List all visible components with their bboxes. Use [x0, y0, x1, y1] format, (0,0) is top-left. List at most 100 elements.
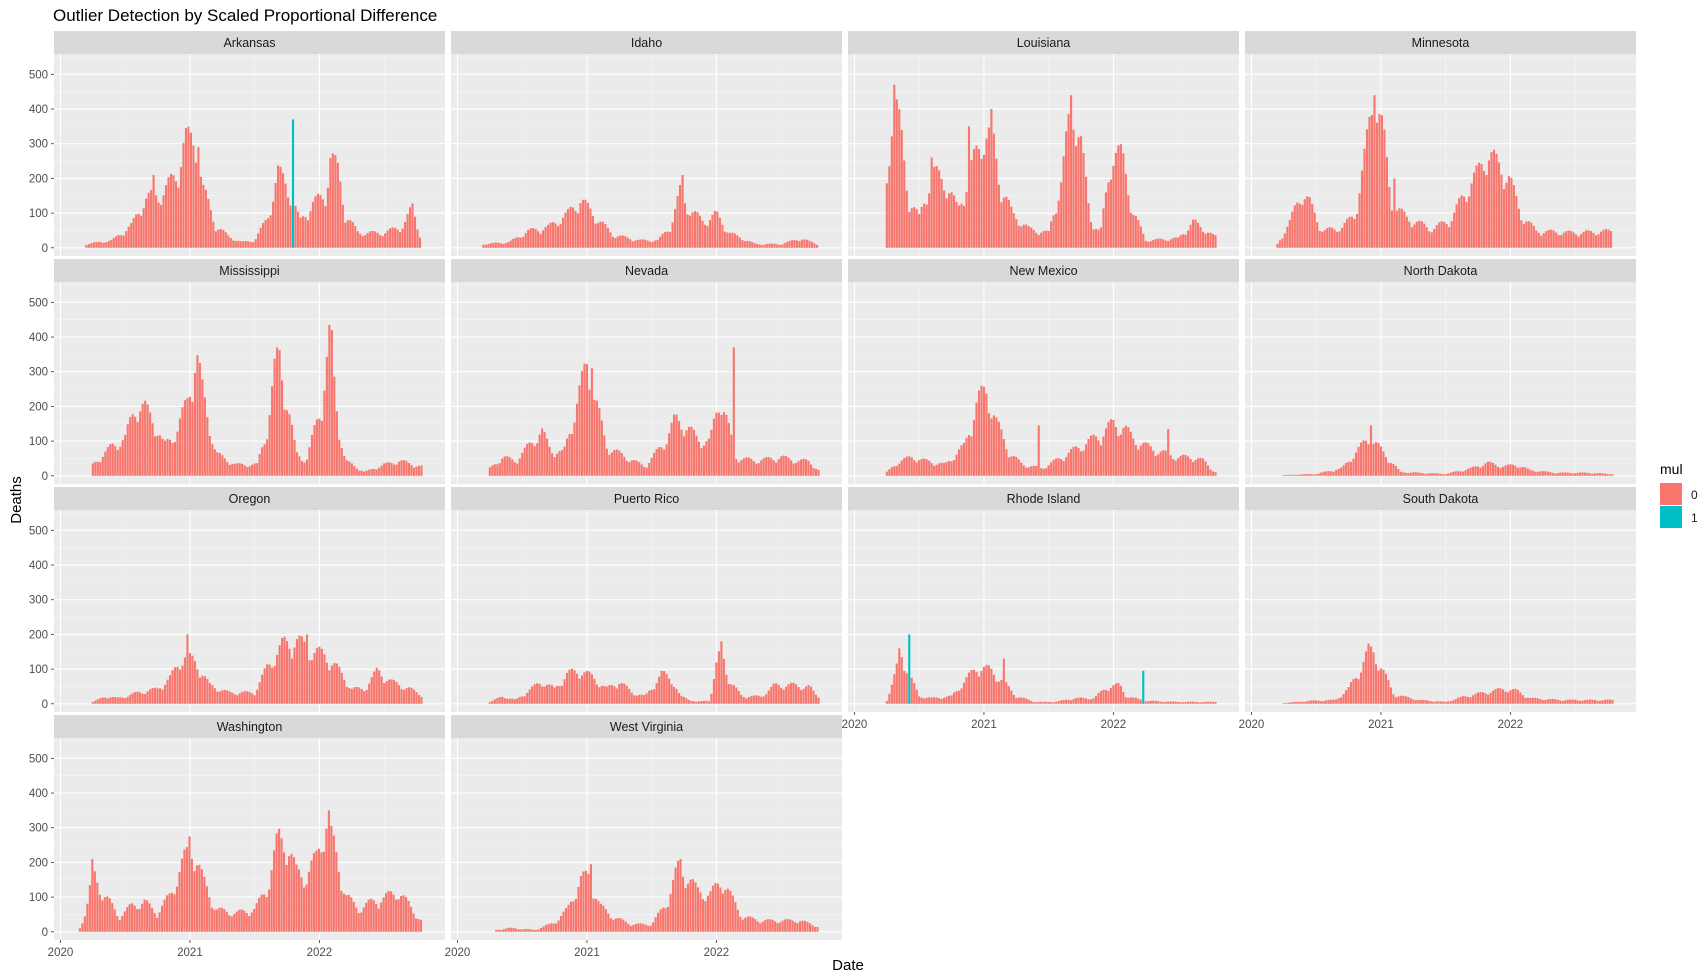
bar [359, 233, 362, 248]
bar [669, 893, 672, 932]
bar [497, 929, 500, 932]
bar [635, 460, 638, 476]
bar [1132, 438, 1135, 476]
bar [219, 229, 222, 248]
bar [1169, 455, 1172, 476]
bar [176, 666, 179, 704]
bar [1124, 425, 1127, 476]
bar [1002, 439, 1005, 476]
bar [311, 201, 314, 248]
y-tick-label: 500 [29, 525, 48, 537]
bar [415, 692, 418, 704]
bar [1112, 419, 1115, 476]
bar [1467, 696, 1470, 704]
bar [356, 231, 359, 248]
bar [370, 469, 373, 476]
bar [526, 692, 529, 704]
bar [91, 858, 94, 932]
y-tick-label: 0 [42, 699, 48, 711]
bar [1413, 224, 1416, 248]
bar [716, 211, 719, 248]
bar [91, 701, 94, 704]
facet-strip-label: South Dakota [1403, 492, 1479, 506]
bar [131, 414, 134, 476]
bar [363, 691, 366, 704]
bar [250, 912, 253, 932]
bar [893, 84, 896, 248]
bar [1415, 221, 1418, 248]
bar [187, 126, 190, 248]
bar [510, 927, 513, 932]
bar [519, 237, 522, 248]
bar [746, 916, 749, 932]
bar [1204, 701, 1207, 704]
panel-background [848, 54, 1239, 256]
bar [228, 915, 231, 932]
bar [218, 453, 221, 476]
bar [547, 923, 550, 932]
bar [759, 923, 762, 932]
bar [513, 699, 516, 704]
bar [323, 390, 326, 476]
bar [1554, 473, 1557, 476]
bar [488, 467, 491, 476]
bar [491, 700, 494, 704]
bar [501, 458, 504, 476]
bar [1132, 697, 1135, 704]
bar [642, 923, 645, 932]
bar [1364, 651, 1368, 704]
bar [1537, 232, 1540, 248]
bar [746, 240, 749, 248]
bar [977, 676, 981, 704]
bar [350, 688, 353, 704]
bar [608, 454, 611, 476]
bar [1397, 468, 1400, 476]
bar [802, 688, 805, 704]
bar [1423, 223, 1426, 248]
bar [813, 927, 817, 932]
bar [232, 240, 235, 248]
bar [1065, 131, 1068, 248]
bar [1544, 471, 1547, 476]
bar [813, 243, 816, 248]
bar [568, 669, 571, 704]
bar [1374, 664, 1378, 704]
bar [1486, 461, 1490, 476]
bar [581, 199, 585, 248]
bar [1124, 697, 1127, 704]
bar [1305, 701, 1308, 704]
bar [516, 698, 519, 704]
bar [1194, 459, 1197, 476]
bar [1541, 471, 1544, 476]
bar [1435, 225, 1438, 248]
bar [527, 230, 530, 248]
y-tick-label: 400 [29, 788, 48, 800]
bar [640, 464, 643, 476]
y-tick-label: 100 [29, 892, 48, 904]
bar [396, 229, 399, 248]
bar [1070, 95, 1073, 248]
bar [544, 227, 547, 248]
bar [1012, 694, 1015, 704]
bar [139, 692, 142, 704]
bar [1094, 695, 1098, 704]
bar [749, 916, 752, 932]
bar [1102, 208, 1105, 248]
bar [270, 870, 273, 932]
bar [716, 883, 719, 932]
bar [1599, 231, 1603, 248]
bar [303, 641, 306, 704]
bar [355, 907, 358, 932]
bar [1372, 652, 1375, 704]
bar [1331, 227, 1334, 248]
bar [228, 464, 231, 476]
bar [740, 694, 743, 704]
bar [1209, 232, 1212, 248]
bar [682, 436, 686, 476]
bar [905, 190, 908, 248]
legend-title: mul [1660, 461, 1683, 477]
bar [898, 463, 901, 476]
bar [267, 218, 270, 248]
bar [92, 242, 95, 248]
